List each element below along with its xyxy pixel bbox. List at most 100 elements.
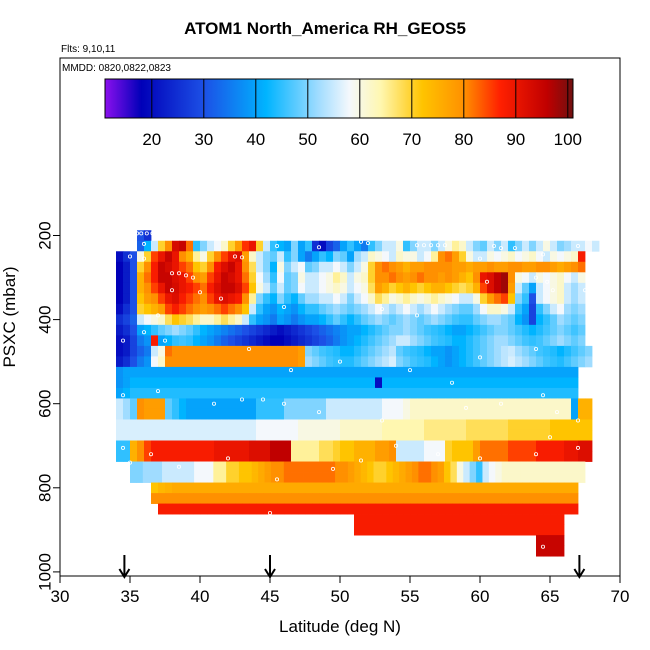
heatmap-cell: [375, 377, 383, 389]
heatmap-cell: [361, 398, 369, 410]
observation-point: [218, 296, 223, 301]
colorbar-tick-label: 60: [350, 130, 369, 149]
heatmap-cell: [263, 377, 271, 389]
heatmap-cell: [158, 387, 166, 399]
heatmap-cell: [367, 472, 374, 483]
heatmap-cell: [235, 493, 243, 504]
heatmap-cell: [354, 461, 362, 473]
heatmap-cell: [459, 366, 467, 378]
heatmap-cell: [137, 451, 145, 462]
heatmap-cell: [291, 293, 299, 305]
heatmap-cell: [572, 461, 579, 473]
heatmap-cell: [284, 261, 292, 273]
heatmap-cell: [375, 314, 383, 326]
heatmap-cell: [522, 251, 530, 263]
heatmap-cell: [403, 324, 411, 336]
heatmap-cell: [536, 429, 544, 441]
heatmap-cell: [403, 293, 411, 305]
heatmap-cell: [480, 293, 488, 305]
heatmap-cell: [144, 251, 152, 263]
heatmap-cell: [410, 377, 418, 389]
heatmap-cell: [375, 282, 383, 294]
heatmap-cell: [193, 408, 201, 420]
heatmap-cell: [382, 324, 390, 336]
heatmap-cell: [174, 461, 182, 473]
heatmap-cell: [417, 419, 425, 431]
heatmap-cell: [438, 387, 446, 399]
heatmap-cell: [116, 398, 124, 410]
observation-point: [197, 290, 202, 295]
heatmap-cell: [473, 314, 481, 326]
heatmap-cell: [452, 377, 460, 389]
heatmap-cell: [529, 503, 537, 515]
heatmap-cell: [564, 324, 572, 336]
heatmap-cell: [550, 524, 558, 536]
heatmap-cell: [354, 272, 362, 284]
heatmap-cell: [193, 429, 201, 441]
heatmap-cell: [410, 261, 418, 273]
heatmap-cell: [123, 293, 131, 305]
heatmap-cell: [508, 366, 516, 378]
colorbar-tick-label: 90: [506, 130, 525, 149]
heatmap-cell: [437, 461, 445, 473]
heatmap-cell: [207, 366, 215, 378]
heatmap-cell: [431, 461, 439, 473]
heatmap-cell: [515, 503, 523, 515]
heatmap-cell: [354, 472, 362, 483]
heatmap-cell: [466, 408, 474, 420]
heatmap-cell: [557, 251, 565, 263]
observation-point: [541, 252, 546, 257]
heatmap-cell: [193, 335, 201, 347]
heatmap-cell: [214, 261, 222, 273]
heatmap-cell: [116, 293, 124, 305]
heatmap-cell: [242, 282, 250, 294]
arrow-head-icon: [264, 568, 276, 579]
heatmap-cell: [305, 377, 313, 389]
heatmap-cell: [508, 461, 515, 473]
heatmap-cell: [235, 251, 243, 263]
heatmap-cell: [578, 472, 586, 483]
heatmap-cell: [543, 503, 551, 515]
observation-point: [183, 273, 188, 278]
heatmap-cell: [221, 419, 229, 431]
heatmap-cell: [116, 419, 124, 431]
heatmap-cell: [564, 293, 572, 305]
heatmap-cell: [291, 356, 299, 368]
heatmap-cell: [459, 282, 467, 294]
heatmap-cell: [445, 377, 453, 389]
x-tick-label: 70: [611, 587, 630, 606]
heatmap-cell: [298, 356, 306, 368]
heatmap-cell: [543, 545, 551, 557]
heatmap-cell: [270, 335, 278, 347]
heatmap-cell: [361, 387, 369, 399]
heatmap-cell: [571, 261, 579, 273]
heatmap-cell: [368, 240, 376, 252]
heatmap-cell: [263, 303, 271, 315]
heatmap-cell: [405, 461, 413, 473]
heatmap-cell: [431, 524, 439, 536]
heatmap-cell: [186, 493, 194, 504]
heatmap-cell: [235, 503, 243, 515]
heatmap-cell: [207, 398, 215, 410]
heatmap-cell: [533, 472, 541, 483]
heatmap-cell: [375, 429, 383, 441]
heatmap-cell: [284, 377, 292, 389]
heatmap-cell: [179, 482, 187, 494]
heatmap-cell: [200, 293, 208, 305]
heatmap-cell: [130, 419, 138, 431]
heatmap-cell: [564, 272, 572, 284]
heatmap-cell: [501, 366, 509, 378]
heatmap-cell: [564, 345, 572, 357]
heatmap-cell: [417, 408, 425, 420]
heatmap-cell: [550, 419, 558, 431]
heatmap-cell: [571, 451, 579, 462]
heatmap-cell: [221, 398, 229, 410]
heatmap-cell: [368, 251, 376, 263]
heatmap-cell: [193, 282, 201, 294]
heatmap-cell: [270, 356, 278, 368]
heatmap-cell: [312, 324, 320, 336]
heatmap-cell: [382, 272, 390, 284]
heatmap-cell: [172, 303, 180, 315]
heatmap-cell: [165, 345, 173, 357]
heatmap-cell: [494, 293, 502, 305]
